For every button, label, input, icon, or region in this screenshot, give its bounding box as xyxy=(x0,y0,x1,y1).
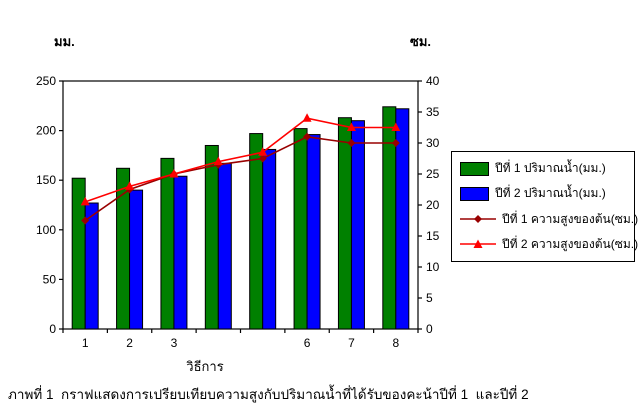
left-axis-unit-label: มม. xyxy=(54,34,75,49)
legend-label: ปีที่ 2 ปริมาณน้ำ(มม.) xyxy=(495,186,606,201)
svg-text:200: 200 xyxy=(36,124,56,138)
legend-label: ปีที่ 1 ปริมาณน้ำ(มม.) xyxy=(495,161,606,176)
svg-text:40: 40 xyxy=(426,74,440,88)
svg-text:50: 50 xyxy=(43,272,57,286)
svg-text:30: 30 xyxy=(426,136,440,150)
svg-text:1: 1 xyxy=(82,336,89,350)
diamond-line-swatch-icon xyxy=(460,213,496,225)
svg-text:35: 35 xyxy=(426,105,440,119)
legend-item-year1-water: ปีที่ 1 ปริมาณน้ำ(มม.) xyxy=(452,159,634,178)
svg-text:10: 10 xyxy=(426,260,440,274)
legend-label: ปีที่ 2 ความสูงของต้น(ซม.) xyxy=(502,236,639,251)
legend-item-year2-height: ปีที่ 2 ความสูงของต้น(ซม.) xyxy=(452,235,638,254)
svg-text:20: 20 xyxy=(426,198,440,212)
svg-text:8: 8 xyxy=(392,336,399,350)
svg-text:0: 0 xyxy=(426,322,433,336)
svg-text:2: 2 xyxy=(126,336,133,350)
svg-text:0: 0 xyxy=(49,322,56,336)
svg-text:150: 150 xyxy=(36,173,56,187)
legend-item-year2-water: ปีที่ 2 ปริมาณน้ำ(มม.) xyxy=(452,184,634,203)
svg-text:25: 25 xyxy=(426,167,440,181)
blue-bar-swatch-icon xyxy=(460,186,489,201)
svg-text:15: 15 xyxy=(426,229,440,243)
right-axis-unit-label: ซม. xyxy=(410,34,432,49)
svg-text:100: 100 xyxy=(36,223,56,237)
legend-item-year1-height: ปีที่ 1 ความสูงของต้น(ซม.) xyxy=(452,210,638,229)
figure-caption: ภาพที่ 1 กราฟแสดงการเปรียบเทียบความสูงกั… xyxy=(8,387,529,402)
svg-text:3: 3 xyxy=(171,336,178,350)
chart-legend: ปีที่ 1 ปริมาณน้ำ(มม.) ปีที่ 2 ปริมาณน้ำ… xyxy=(451,151,638,262)
legend-label: ปีที่ 1 ความสูงของต้น(ซม.) xyxy=(502,211,639,226)
svg-text:7: 7 xyxy=(348,336,355,350)
green-bar-swatch-icon xyxy=(460,161,489,176)
svg-text:6: 6 xyxy=(304,336,311,350)
svg-text:5: 5 xyxy=(426,291,433,305)
combo-bar-line-chart: 0 50 100 150 200 250 0 5 10 15 20 25 30 35 40 1 2 3 6 7 8 xyxy=(36,74,440,350)
triangle-line-swatch-icon xyxy=(460,238,496,250)
svg-text:250: 250 xyxy=(36,74,56,88)
x-axis-title: วิธีการ xyxy=(186,359,224,374)
